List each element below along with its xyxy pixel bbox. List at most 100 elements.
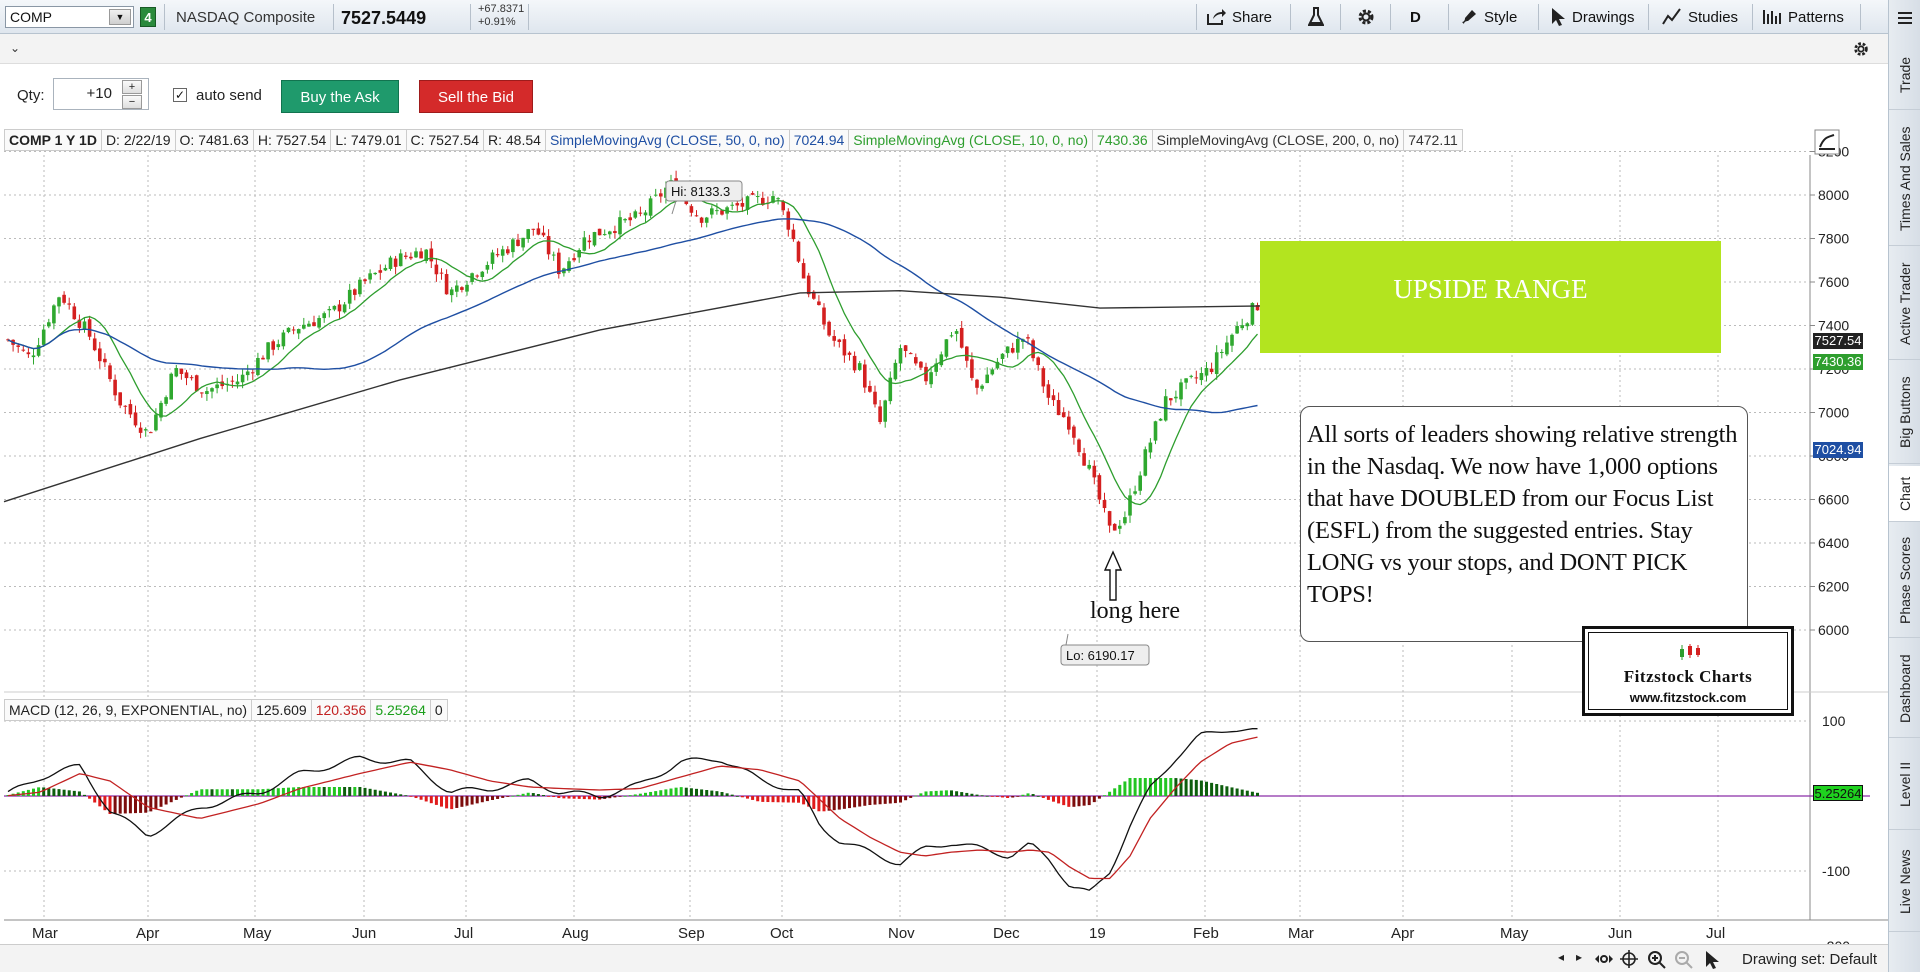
macd-histogram-bar [1169,778,1173,796]
price-candle [332,305,337,310]
qty-increment-button[interactable]: + [122,80,142,94]
legend-sma200-label[interactable]: SimpleMovingAvg (CLOSE, 200, 0, no) [1152,129,1405,151]
studies-button[interactable]: Studies [1656,3,1744,31]
qty-decrement-button[interactable]: − [122,95,142,109]
toolbar-divider [1648,4,1649,30]
macd-histogram-bar [1062,796,1066,806]
macd-histogram-bar [1128,778,1132,796]
zoom-out-icon[interactable] [1674,950,1694,970]
share-button[interactable]: Share [1200,3,1278,31]
sidebar-tab-dashboard[interactable]: Dashboard [1889,640,1920,738]
symbol-dropdown-button[interactable]: ▼ [109,9,131,25]
macd-label[interactable]: MACD (12, 26, 9, EXPONENTIAL, no) [4,699,253,721]
quantity-stepper[interactable]: +10 [53,78,149,110]
cursor-arrow-icon[interactable] [1704,950,1720,970]
sidebar-tab-times-and-sales[interactable]: Times And Sales [1889,112,1920,246]
macd-tick-label: -100 [1822,863,1850,879]
price-candle [98,348,102,362]
crosshair-icon[interactable] [1620,950,1638,968]
hi-label-box [665,180,743,202]
macd-histogram-bar [1230,787,1234,796]
price-candle [863,364,867,388]
macd-histogram-bar [62,789,66,796]
macd-histogram-bar [807,796,811,807]
link-group-badge[interactable]: 4 [140,7,156,27]
price-candle [1204,367,1209,376]
price-candle [1000,353,1005,360]
price-tick-label: 7400 [1818,318,1849,334]
macd-signal-line [7,736,1258,880]
drawing-set-label[interactable]: Drawing set: Default [1742,951,1878,968]
macd-histogram-bar [695,788,698,796]
sidebar-tab-active-trader[interactable]: Active Trader [1889,248,1920,360]
price-candle [261,357,265,360]
legend-sma50-label[interactable]: SimpleMovingAvg (CLOSE, 50, 0, no) [545,129,790,151]
price-candle [404,255,408,257]
chart-settings-gear-icon[interactable] [1852,40,1870,58]
legend-sma10-label[interactable]: SimpleMovingAvg (CLOSE, 10, 0, no) [849,129,1094,151]
sidebar-menu-icon[interactable] [1895,8,1915,28]
macd-histogram-bar [567,796,571,799]
price-candle [1220,351,1224,353]
sidebar-tab-big-buttons[interactable]: Big Buttons [1889,362,1920,464]
price-candle [771,196,775,203]
chevron-down-icon[interactable]: ⌄ [10,41,21,55]
buy-the-ask-button[interactable]: Buy the Ask [281,80,399,113]
price-tick-label: 6400 [1818,535,1849,551]
sell-the-bid-button[interactable]: Sell the Bid [419,80,533,113]
zoom-in-icon[interactable] [1647,950,1667,970]
price-candle [1016,339,1020,353]
macd-histogram-bar [873,796,877,805]
price-candle [455,285,459,292]
sidebar-tab-live-news[interactable]: Live News [1889,832,1920,932]
macd-histogram-bar [710,790,714,796]
aggregation-button[interactable]: D [1404,3,1427,31]
settings-button[interactable] [1350,3,1382,31]
sidebar-tab-phase-scores[interactable]: Phase Scores [1889,524,1920,638]
time-axis-label: Nov [888,925,915,942]
sidebar-tab-trade[interactable]: Trade [1889,40,1920,110]
scroll-left-icon[interactable]: ◂ [1558,950,1565,964]
commentary-note[interactable]: All sorts of leaders showing relative st… [1300,406,1748,642]
macd-histogram-bar [1077,796,1081,807]
price-candle [398,253,403,267]
price-candle [62,294,66,303]
price-candle [745,196,750,210]
price-candle [521,237,525,248]
drawing-tools-icon[interactable] [1814,129,1840,155]
style-label: Style [1484,8,1518,26]
macd-histogram-bar [1143,778,1147,796]
macd-histogram-bar [995,796,999,797]
macd-histogram-bar [725,793,729,796]
expand-time-icon[interactable] [1594,950,1614,968]
price-candle [429,248,434,262]
sidebar-tab-level-ii[interactable]: Level II [1889,740,1920,830]
upside-range-zone[interactable]: UPSIDE RANGE [1260,241,1721,353]
time-axis-label: Jun [1608,925,1632,942]
time-axis-label: Jul [454,925,473,942]
sma200-line [3,289,1263,503]
macd-histogram-bar [47,787,51,796]
price-candle [694,215,699,217]
price-candle [801,263,806,279]
macd-histogram-bar [419,796,423,800]
scroll-right-icon[interactable]: ▸ [1576,950,1583,964]
price-candle [827,321,831,336]
macd-histogram-bar [429,796,433,804]
macd-histogram-bar [1046,796,1050,800]
macd-histogram-bar [1179,778,1183,796]
lab-button[interactable] [1302,3,1330,31]
price-candle [154,414,158,431]
price-candle [592,232,597,246]
symbol-input[interactable]: COMP ▼ [5,6,134,28]
patterns-button[interactable]: Patterns [1756,3,1850,31]
toolbar-divider [1538,4,1539,30]
macd-histogram-bar [506,796,510,797]
sidebar-tab-chart[interactable]: Chart [1889,466,1920,522]
auto-send-checkbox[interactable]: ✓ [173,88,187,102]
macd-histogram-bar [77,791,81,796]
toolbar-divider [528,4,529,30]
drawings-button[interactable]: Drawings [1544,3,1641,31]
style-button[interactable]: Style [1454,3,1523,31]
long-here-label[interactable]: long here [1090,598,1180,624]
